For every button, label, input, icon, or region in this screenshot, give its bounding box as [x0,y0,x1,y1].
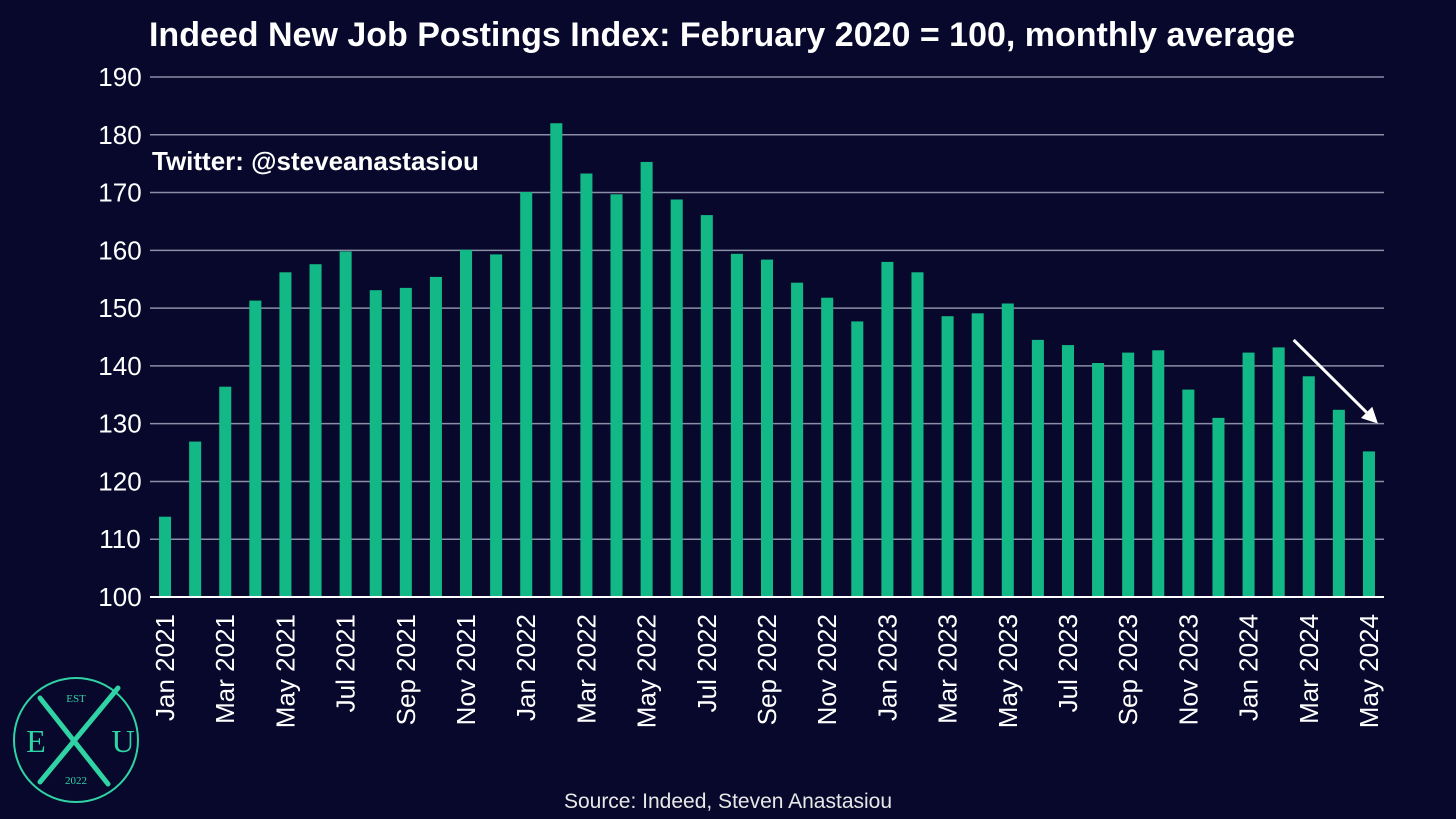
bar [670,199,683,597]
x-tick-label: Jul 2022 [692,614,722,712]
bar [1332,409,1345,597]
logo-ring [13,677,139,803]
bar [309,264,322,597]
twitter-handle-annotation: Twitter: @steveanastasiou [152,146,479,176]
bar [490,254,503,597]
bar [249,300,262,597]
bar [941,316,954,597]
bar [1362,451,1375,597]
x-tick-label: Sep 2022 [752,614,782,725]
bar [159,516,172,597]
source-note: Source: Indeed, Steven Anastasiou [564,790,892,813]
logo-slash-2 [37,695,111,787]
y-tick-label: 100 [98,582,141,612]
logo-letter-e: E [26,723,46,759]
y-tick-label: 160 [98,235,141,265]
bar [580,173,593,597]
bar [640,161,653,597]
logo-slash-1 [37,685,121,785]
bar [1061,345,1074,597]
bar [1272,347,1285,597]
logo-letter-u: U [111,723,134,759]
y-tick-label: 130 [98,409,141,439]
bar [339,251,352,597]
x-tick-label: Jul 2021 [331,614,361,712]
x-tick-label: Mar 2021 [210,614,240,724]
bar [730,253,743,598]
logo-year: 2022 [65,775,87,787]
x-tick-label: Nov 2022 [812,614,842,725]
x-tick-label: May 2022 [632,614,662,728]
x-tick-label: Jan 2024 [1234,614,1264,721]
x-tick-label: Mar 2022 [571,614,601,724]
bar [911,272,924,597]
bar [550,123,563,597]
x-tick-label: Jan 2023 [872,614,902,721]
x-tick-label: May 2024 [1354,614,1384,728]
x-tick-label: Sep 2023 [1113,614,1143,725]
x-tick-label: May 2023 [993,614,1023,728]
y-tick-label: 140 [98,351,141,381]
y-axis-ticks: 100 110 120 130 140 150 160 170 180 190 [98,62,141,612]
y-tick-label: 120 [98,466,141,496]
trend-arrow [1292,338,1378,424]
x-tick-label: Sep 2021 [391,614,421,725]
x-tick-label: Jan 2021 [150,614,180,721]
y-tick-label: 180 [98,120,141,150]
chart-title: Indeed New Job Postings Index: February … [149,16,1295,54]
bar [279,272,292,597]
bar [1302,376,1315,597]
bar [760,259,774,597]
x-tick-label: Nov 2023 [1173,614,1203,725]
bar [399,287,412,597]
bar [219,386,232,597]
x-tick-label: Mar 2024 [1294,614,1324,724]
bar [791,282,804,597]
bar [610,194,623,598]
bar [971,313,984,597]
x-tick-label: Nov 2021 [451,614,481,725]
bar [851,321,864,597]
arrow-shaft [1292,338,1368,414]
y-tick-label: 170 [98,178,141,208]
bar [1242,352,1255,597]
y-tick-label: 150 [98,293,141,323]
arrow-head [1360,406,1378,424]
y-tick-label: 110 [99,524,140,554]
bar [700,215,713,598]
x-tick-label: May 2021 [270,614,300,728]
bars [159,123,1375,598]
bar [369,290,382,597]
x-tick-label: Mar 2023 [933,614,963,724]
bar [821,297,834,597]
bar [881,261,894,597]
bar [520,191,533,597]
bar [1001,303,1014,597]
x-tick-label: Jan 2022 [511,614,541,721]
x-tick-label: Jul 2023 [1053,614,1083,712]
y-tick-label: 190 [98,62,141,92]
bar [1152,350,1165,597]
bar [1212,417,1225,597]
bar [1182,389,1195,597]
x-axis-ticks: Jan 2021 Mar 2021 May 2021 Jul 2021 Sep 2021… [150,614,1384,728]
bar [1092,363,1105,597]
bar [1031,339,1044,597]
bar [429,276,442,597]
bar [1122,352,1135,597]
bar [460,249,473,597]
exu-logo: EST E U 2022 [13,677,139,803]
logo-est: EST [66,693,86,705]
bar [189,441,202,597]
